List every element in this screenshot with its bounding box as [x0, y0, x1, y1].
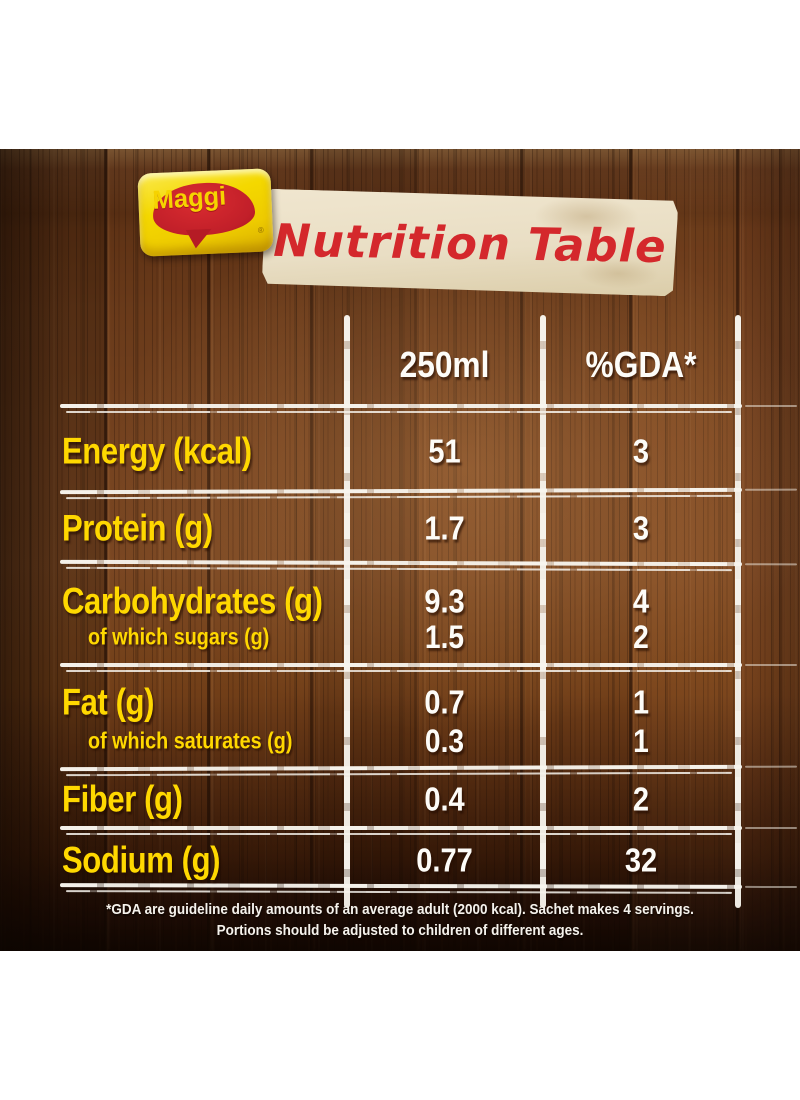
table-column-line	[344, 315, 350, 908]
table-column-line	[735, 315, 741, 908]
row-label-carbohydrates: Carbohydrates (g)	[62, 580, 323, 622]
row-label-fat: Fat (g)	[62, 681, 155, 723]
page-title: Nutrition Table	[272, 213, 668, 274]
value-saturates-250ml: 0.3	[424, 723, 465, 759]
row-label-fiber: Fiber (g)	[62, 778, 183, 820]
row-label-sodium: Sodium (g)	[62, 839, 221, 881]
value-carbohydrates-250ml: 9.3	[424, 582, 465, 620]
value-saturates-gda: 1	[633, 723, 649, 759]
table-row-protein: Protein (g) 1.7 3	[0, 494, 800, 562]
table-column-line	[540, 315, 546, 908]
maggi-logo-bubble-tail	[186, 229, 213, 249]
table-row-sodium: Sodium (g) 0.77 32	[0, 836, 800, 884]
value-protein-gda: 3	[632, 509, 650, 547]
value-sugars-250ml: 1.5	[424, 619, 465, 655]
table-row-carbohydrates: Carbohydrates (g) 9.3 4	[0, 580, 800, 622]
table-row-line	[60, 826, 797, 835]
row-label-energy: Energy (kcal)	[62, 430, 252, 472]
value-fiber-gda: 2	[632, 780, 650, 818]
row-label-saturates: of which saturates (g)	[88, 727, 293, 754]
value-energy-250ml: 51	[428, 432, 461, 470]
table-row-line	[60, 404, 797, 413]
gda-footnote-line2: Portions should be adjusted to children …	[216, 922, 584, 939]
column-header-serving: 250ml	[399, 344, 490, 385]
registered-trademark-symbol: ®	[257, 225, 264, 235]
maggi-logo-text: Maggi	[151, 180, 227, 215]
table-row-line	[60, 663, 797, 672]
value-energy-gda: 3	[632, 432, 650, 470]
table-row-fat: Fat (g) 0.7 1	[0, 681, 800, 723]
gda-footnote-line1: *GDA are guideline daily amounts of an a…	[106, 901, 694, 918]
value-protein-250ml: 1.7	[424, 509, 465, 547]
table-row-fiber: Fiber (g) 0.4 2	[0, 775, 800, 823]
table-header-row: 250ml %GDA*	[0, 330, 800, 400]
column-header-gda: %GDA*	[585, 344, 697, 385]
table-row-saturates: of which saturates (g) 0.3 1	[0, 724, 800, 758]
table-row-energy: Energy (kcal) 51 3	[0, 415, 800, 487]
value-sodium-gda: 32	[624, 841, 658, 879]
gda-footnote: *GDA are guideline daily amounts of an a…	[67, 899, 733, 941]
title-banner: Nutrition Table	[262, 189, 678, 297]
value-fat-gda: 1	[632, 683, 650, 721]
row-label-protein: Protein (g)	[62, 507, 213, 549]
value-sodium-250ml: 0.77	[416, 841, 473, 879]
table-row-sugars: of which sugars (g) 1.5 2	[0, 620, 800, 654]
maggi-logo: Maggi ®	[137, 168, 274, 257]
value-fiber-250ml: 0.4	[424, 780, 465, 818]
value-sugars-gda: 2	[633, 619, 649, 655]
value-carbohydrates-gda: 4	[632, 582, 650, 620]
row-label-sugars: of which sugars (g)	[88, 623, 270, 650]
value-fat-250ml: 0.7	[424, 683, 465, 721]
